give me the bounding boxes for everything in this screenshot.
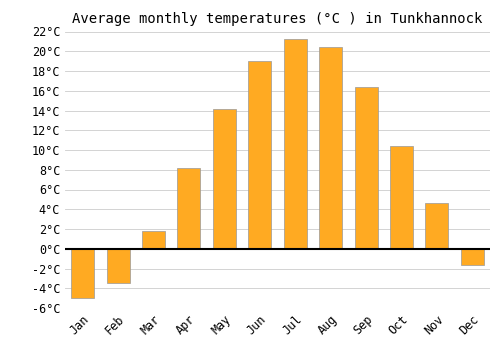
Bar [213,108,236,249]
Bar [390,146,413,249]
Title: Average monthly temperatures (°C ) in Tunkhannock: Average monthly temperatures (°C ) in Tu… [72,12,482,26]
Bar [319,47,342,249]
Bar [71,249,94,298]
Bar [178,168,201,249]
Bar [426,203,448,249]
Bar [354,87,378,249]
Bar [284,40,306,249]
Bar [248,61,272,249]
Bar [461,249,484,265]
Bar [142,231,165,249]
Bar [106,249,130,283]
